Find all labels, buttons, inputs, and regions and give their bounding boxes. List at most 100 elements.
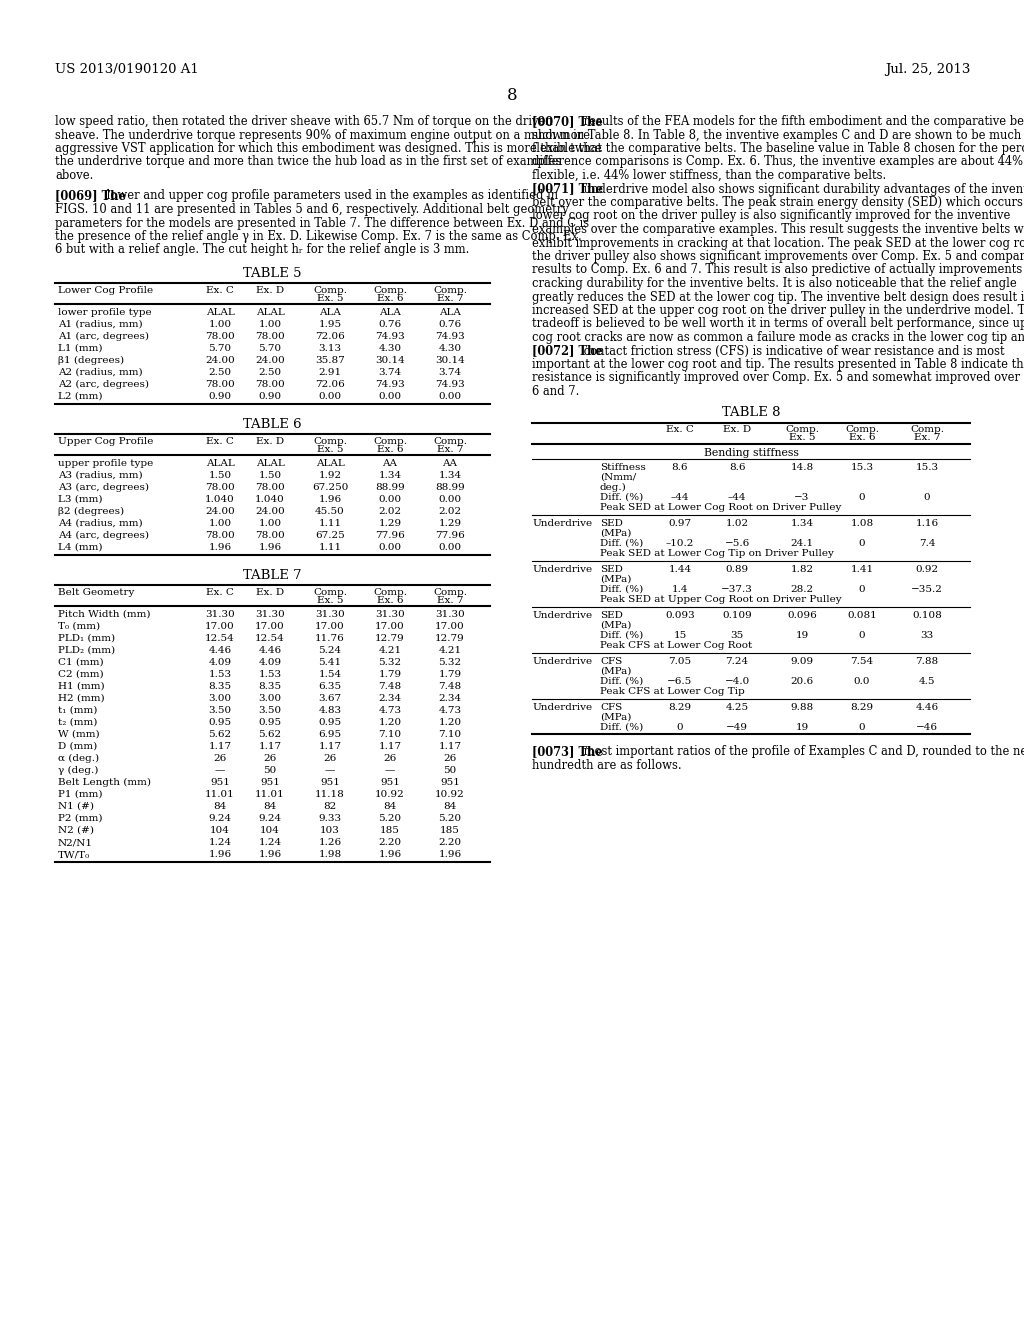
Text: 0.108: 0.108: [912, 610, 942, 619]
Text: ALAL: ALAL: [256, 308, 285, 317]
Text: 0.00: 0.00: [379, 543, 401, 552]
Text: 1.20: 1.20: [438, 718, 462, 727]
Text: 8.6: 8.6: [729, 462, 745, 471]
Text: tradeoff is believed to be well worth it in terms of overall belt performance, s: tradeoff is believed to be well worth it…: [532, 318, 1024, 330]
Text: 0.096: 0.096: [787, 610, 817, 619]
Text: 84: 84: [383, 803, 396, 810]
Text: the underdrive torque and more than twice the hub load as in the first set of ex: the underdrive torque and more than twic…: [55, 156, 561, 169]
Text: 17.00: 17.00: [315, 622, 345, 631]
Text: aggressive VST application for which this embodiment was designed. This is more : aggressive VST application for which thi…: [55, 143, 602, 154]
Text: 5.24: 5.24: [318, 645, 342, 655]
Text: 88.99: 88.99: [375, 483, 404, 492]
Text: Comp.: Comp.: [433, 587, 467, 597]
Text: T₀ (mm): T₀ (mm): [58, 622, 100, 631]
Text: 50: 50: [443, 766, 457, 775]
Text: 7.54: 7.54: [851, 656, 873, 665]
Text: AA: AA: [442, 459, 458, 469]
Text: ALAL: ALAL: [206, 459, 234, 469]
Text: Ex. 7: Ex. 7: [437, 294, 463, 304]
Text: 4.5: 4.5: [919, 676, 935, 685]
Text: Belt Length (mm): Belt Length (mm): [58, 777, 151, 787]
Text: Diff. (%): Diff. (%): [600, 585, 643, 594]
Text: Comp.: Comp.: [313, 587, 347, 597]
Text: 1.53: 1.53: [258, 671, 282, 678]
Text: 951: 951: [380, 777, 400, 787]
Text: 17.00: 17.00: [205, 622, 234, 631]
Text: −49: −49: [726, 722, 748, 731]
Text: 3.50: 3.50: [258, 706, 282, 715]
Text: 26: 26: [324, 754, 337, 763]
Text: 28.2: 28.2: [791, 585, 813, 594]
Text: greatly reduces the SED at the lower cog tip. The inventive belt design does res: greatly reduces the SED at the lower cog…: [532, 290, 1024, 304]
Text: —: —: [215, 766, 225, 775]
Text: 17.00: 17.00: [435, 622, 465, 631]
Text: 1.34: 1.34: [791, 519, 813, 528]
Text: PLD₁ (mm): PLD₁ (mm): [58, 634, 115, 643]
Text: Pitch Width (mm): Pitch Width (mm): [58, 610, 151, 619]
Text: 1.16: 1.16: [915, 519, 939, 528]
Text: 5.62: 5.62: [209, 730, 231, 739]
Text: 1.00: 1.00: [209, 519, 231, 528]
Text: Ex. 5: Ex. 5: [316, 294, 343, 304]
Text: 45.50: 45.50: [315, 507, 345, 516]
Text: 19: 19: [796, 722, 809, 731]
Text: 3.74: 3.74: [379, 368, 401, 378]
Text: Stiffness: Stiffness: [600, 462, 646, 471]
Text: 4.30: 4.30: [379, 345, 401, 352]
Text: 1.82: 1.82: [791, 565, 813, 573]
Text: 1.17: 1.17: [379, 742, 401, 751]
Text: A2 (radius, mm): A2 (radius, mm): [58, 368, 142, 378]
Text: A1 (radius, mm): A1 (radius, mm): [58, 319, 142, 329]
Text: 74.93: 74.93: [435, 380, 465, 389]
Text: 35: 35: [730, 631, 743, 639]
Text: 1.96: 1.96: [209, 543, 231, 552]
Text: C1 (mm): C1 (mm): [58, 657, 103, 667]
Text: 11.01: 11.01: [255, 789, 285, 799]
Text: 24.00: 24.00: [255, 356, 285, 366]
Text: 103: 103: [321, 826, 340, 836]
Text: γ (deg.): γ (deg.): [58, 766, 98, 775]
Text: underdrive model also shows significant durability advantages of the inventive: underdrive model also shows significant …: [580, 182, 1024, 195]
Text: 26: 26: [213, 754, 226, 763]
Text: 3.00: 3.00: [258, 694, 282, 704]
Text: 4.30: 4.30: [438, 345, 462, 352]
Text: 82: 82: [324, 803, 337, 810]
Text: 104: 104: [260, 826, 280, 836]
Text: above.: above.: [55, 169, 93, 182]
Text: 78.00: 78.00: [255, 483, 285, 492]
Text: 72.06: 72.06: [315, 380, 345, 389]
Text: 77.96: 77.96: [375, 531, 404, 540]
Text: 951: 951: [210, 777, 230, 787]
Text: 2.50: 2.50: [209, 368, 231, 378]
Text: important at the lower cog root and tip. The results presented in Table 8 indica: important at the lower cog root and tip.…: [532, 358, 1024, 371]
Text: L4 (mm): L4 (mm): [58, 543, 102, 552]
Text: 1.79: 1.79: [379, 671, 401, 678]
Text: 1.96: 1.96: [258, 850, 282, 859]
Text: 0.00: 0.00: [438, 392, 462, 401]
Text: 2.34: 2.34: [438, 694, 462, 704]
Text: 0.95: 0.95: [318, 718, 342, 727]
Text: 78.00: 78.00: [205, 380, 234, 389]
Text: Ex. C: Ex. C: [206, 587, 233, 597]
Text: 951: 951: [440, 777, 460, 787]
Text: Ex. 7: Ex. 7: [437, 445, 463, 454]
Text: Ex. 5: Ex. 5: [788, 433, 815, 442]
Text: Ex. D: Ex. D: [256, 437, 284, 446]
Text: 1.02: 1.02: [725, 519, 749, 528]
Text: 1.17: 1.17: [258, 742, 282, 751]
Text: 84: 84: [263, 803, 276, 810]
Text: 17.00: 17.00: [375, 622, 404, 631]
Text: β1 (degrees): β1 (degrees): [58, 356, 124, 366]
Text: 8: 8: [507, 87, 517, 104]
Text: W (mm): W (mm): [58, 730, 99, 739]
Text: [0070] The: [0070] The: [532, 115, 603, 128]
Text: [0073] The: [0073] The: [532, 746, 603, 759]
Text: 24.00: 24.00: [255, 507, 285, 516]
Text: 7.10: 7.10: [379, 730, 401, 739]
Text: parameters for the models are presented in Table 7. The difference between Ex. D: parameters for the models are presented …: [55, 216, 589, 230]
Text: Ex. 5: Ex. 5: [316, 445, 343, 454]
Text: 77.96: 77.96: [435, 531, 465, 540]
Text: Diff. (%): Diff. (%): [600, 492, 643, 502]
Text: 4.21: 4.21: [379, 645, 401, 655]
Text: 4.21: 4.21: [438, 645, 462, 655]
